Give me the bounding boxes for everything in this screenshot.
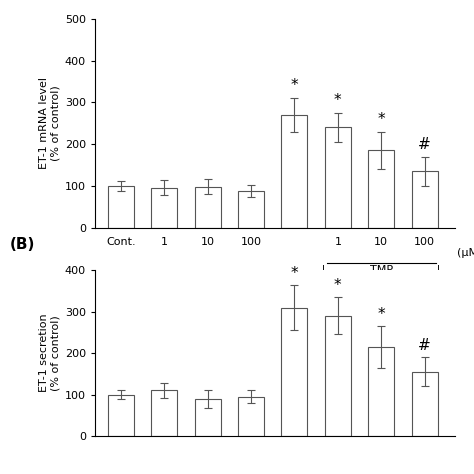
Bar <box>108 394 134 436</box>
Text: J: J <box>436 274 439 284</box>
Bar <box>411 171 438 228</box>
Text: L: L <box>279 274 284 284</box>
Text: *: * <box>291 78 298 93</box>
Text: *: * <box>334 93 342 108</box>
Bar <box>238 397 264 436</box>
Y-axis label: ET-1 mRNA level
(% of control): ET-1 mRNA level (% of control) <box>39 77 61 169</box>
Text: *: * <box>377 307 385 322</box>
Text: (μM): (μM) <box>457 248 474 258</box>
Text: *: * <box>291 265 298 281</box>
Y-axis label: ET-1 secretion
(% of control): ET-1 secretion (% of control) <box>39 314 61 392</box>
Text: L: L <box>322 265 328 275</box>
Bar <box>282 115 308 228</box>
Text: #: # <box>418 338 431 353</box>
Text: Ang II: Ang II <box>344 274 375 284</box>
Bar <box>325 128 351 228</box>
Bar <box>151 391 177 436</box>
Text: #: # <box>418 137 431 152</box>
Text: *: * <box>334 278 342 293</box>
Bar <box>368 347 394 436</box>
Bar <box>325 316 351 436</box>
Text: (B): (B) <box>9 237 35 252</box>
Bar <box>282 308 308 436</box>
Bar <box>368 150 394 228</box>
Text: TMP: TMP <box>370 265 393 275</box>
Bar <box>195 187 221 228</box>
Bar <box>108 186 134 228</box>
Bar <box>195 399 221 436</box>
Bar <box>151 188 177 228</box>
Bar <box>238 191 264 228</box>
Text: *: * <box>377 111 385 127</box>
Bar <box>411 372 438 436</box>
Text: J: J <box>436 265 439 275</box>
